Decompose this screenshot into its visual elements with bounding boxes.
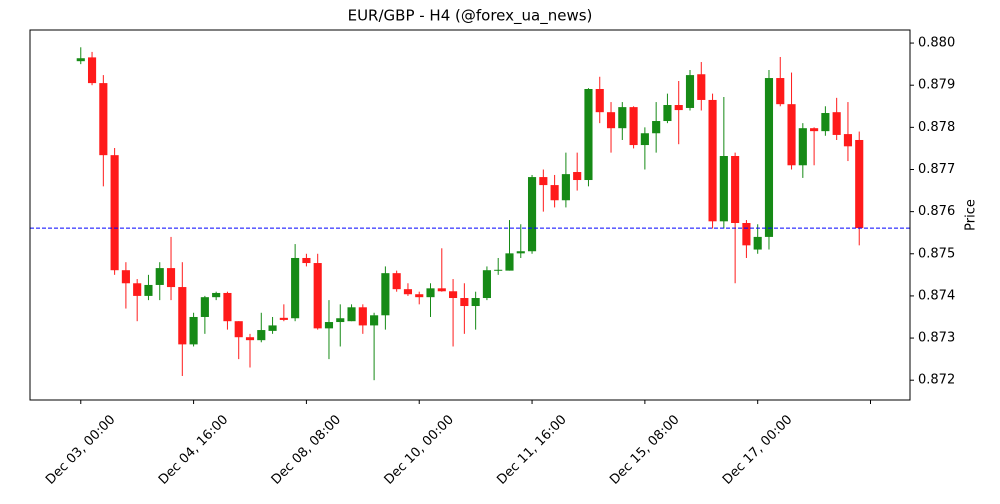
y-tick-label: 0.877 (918, 162, 955, 177)
candle-body (482, 270, 491, 299)
candle-body (200, 297, 209, 317)
candle-body (742, 223, 751, 246)
candle-body (697, 74, 706, 100)
candle-body (595, 88, 604, 113)
candle-body (787, 104, 796, 166)
candle-body (629, 107, 638, 146)
candle-body (561, 174, 570, 201)
candle-body (652, 121, 661, 134)
plot-frame (29, 29, 911, 401)
candle-body (155, 268, 164, 285)
y-axis-label: Price (964, 199, 979, 231)
candle-body (87, 57, 97, 84)
candle-body (99, 83, 108, 156)
candle-body (358, 307, 367, 326)
candle-body (223, 292, 232, 322)
y-tick-label: 0.879 (918, 78, 955, 93)
candle-body (189, 316, 198, 345)
candle-body (798, 128, 807, 166)
candle-body (313, 263, 322, 329)
candle-body (674, 105, 683, 111)
candle-body (494, 269, 503, 271)
candle-body (663, 105, 672, 122)
candle-body (449, 291, 458, 299)
candle-body (302, 257, 311, 264)
y-tick-label: 0.873 (918, 331, 955, 346)
candle-body (133, 283, 142, 296)
candle-body (257, 330, 266, 341)
candle-body (640, 133, 649, 146)
candle-body (708, 99, 717, 222)
candle-body (776, 78, 785, 105)
candle-body (76, 58, 85, 62)
candle-body (110, 155, 119, 271)
candle-body (685, 75, 695, 108)
candle-body (460, 298, 469, 307)
candle-body (719, 156, 728, 222)
candle-body (347, 307, 356, 322)
candle-body (832, 112, 841, 135)
candle-body (764, 78, 774, 237)
candle-body (268, 325, 277, 331)
candle-body (121, 270, 130, 284)
candle-body (606, 112, 616, 129)
y-tick-label: 0.874 (918, 288, 955, 303)
candle-body (584, 88, 593, 181)
candle-body (392, 273, 401, 290)
candle-body (381, 273, 390, 316)
candle-body (426, 288, 435, 298)
candle-body (753, 236, 762, 250)
candle-body (471, 298, 480, 307)
candle-body (336, 318, 345, 323)
candle-body (618, 107, 627, 129)
candle-body (821, 113, 830, 132)
candle-body (291, 257, 300, 319)
candle-body (324, 322, 334, 329)
candle-body (245, 337, 255, 341)
candle-body (403, 289, 413, 295)
candle-body (415, 294, 424, 298)
candle-body (573, 172, 582, 181)
chart-title: EUR/GBP - H4 (@forex_ua_news) (348, 7, 593, 26)
y-tick-label: 0.875 (918, 246, 955, 261)
y-tick-label: 0.880 (918, 36, 955, 51)
candle-body (550, 185, 559, 201)
candle-body (370, 315, 379, 326)
candle-body (516, 251, 525, 254)
candle-body (810, 128, 819, 132)
candle-body (539, 177, 548, 186)
candle-body (166, 268, 176, 288)
y-tick-label: 0.878 (918, 120, 955, 135)
candle-body (144, 284, 153, 296)
candle-body (527, 177, 537, 252)
candle-body (505, 253, 514, 271)
candle-body (178, 287, 187, 345)
candle-body (234, 321, 243, 338)
y-tick-label: 0.872 (918, 373, 955, 388)
candle-body (437, 288, 446, 292)
candle-body (731, 156, 740, 224)
candle-body (843, 134, 853, 147)
candle-body (279, 317, 288, 320)
y-tick-label: 0.876 (918, 204, 955, 219)
candle-body (212, 292, 221, 298)
candle-body (855, 139, 864, 229)
